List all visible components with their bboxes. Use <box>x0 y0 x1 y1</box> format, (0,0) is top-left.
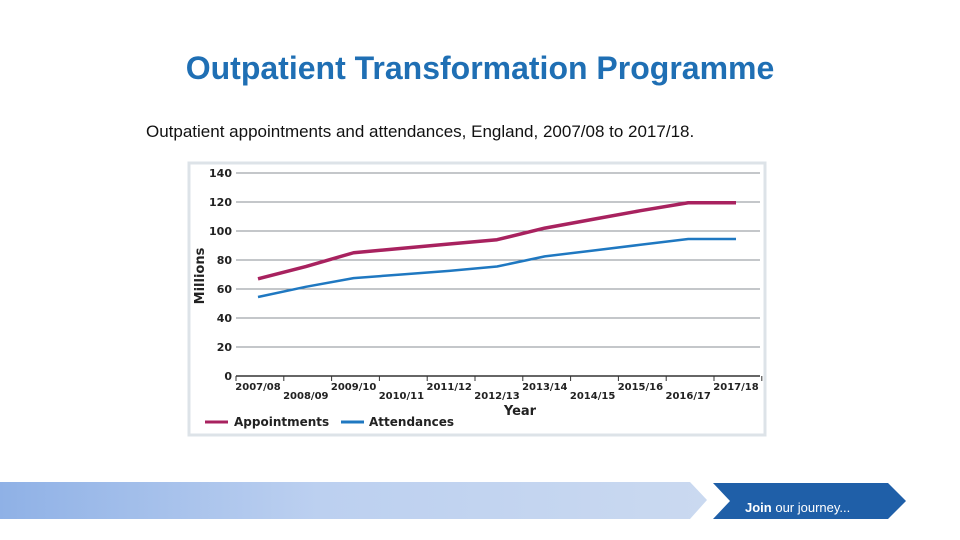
x-tick-label: 2014/15 <box>570 391 615 402</box>
legend: Appointments Attendances <box>205 415 454 429</box>
y-tick-label: 140 <box>209 167 232 180</box>
y-tick-label: 40 <box>217 312 233 325</box>
chart-panel <box>187 161 767 437</box>
x-tick-label: 2009/10 <box>331 382 376 393</box>
x-tick-label: 2013/14 <box>522 382 567 393</box>
legend-label-appointments: Appointments <box>234 415 329 429</box>
x-tick-label: 2017/18 <box>713 382 758 393</box>
join-banner-text[interactable]: Join our journey... <box>745 500 850 515</box>
x-tick-label: 2011/12 <box>426 382 471 393</box>
y-tick-label: 100 <box>209 225 232 238</box>
y-tick-label: 80 <box>217 254 233 267</box>
y-tick-label: 20 <box>217 341 233 354</box>
y-tick-label: 0 <box>224 370 232 383</box>
x-tick-label: 2007/08 <box>235 382 280 393</box>
y-tick-label: 120 <box>209 196 232 209</box>
gradient-arrow-bar <box>0 482 707 519</box>
slide-title: Outpatient Transformation Programme <box>185 50 775 86</box>
join-banner-arrow[interactable] <box>713 483 906 519</box>
legend-label-attendances: Attendances <box>369 415 454 429</box>
x-axis-label: Year <box>503 404 537 419</box>
x-tick-label: 2015/16 <box>618 382 663 393</box>
x-tick-label: 2012/13 <box>474 391 519 402</box>
slide-subtitle: Outpatient appointments and attendances,… <box>146 122 695 141</box>
x-tick-label: 2008/09 <box>283 391 328 402</box>
y-tick-label: 60 <box>217 283 233 296</box>
x-tick-label: 2016/17 <box>665 391 710 402</box>
y-axis-label: Millions <box>193 247 208 304</box>
x-tick-label: 2010/11 <box>379 391 424 402</box>
